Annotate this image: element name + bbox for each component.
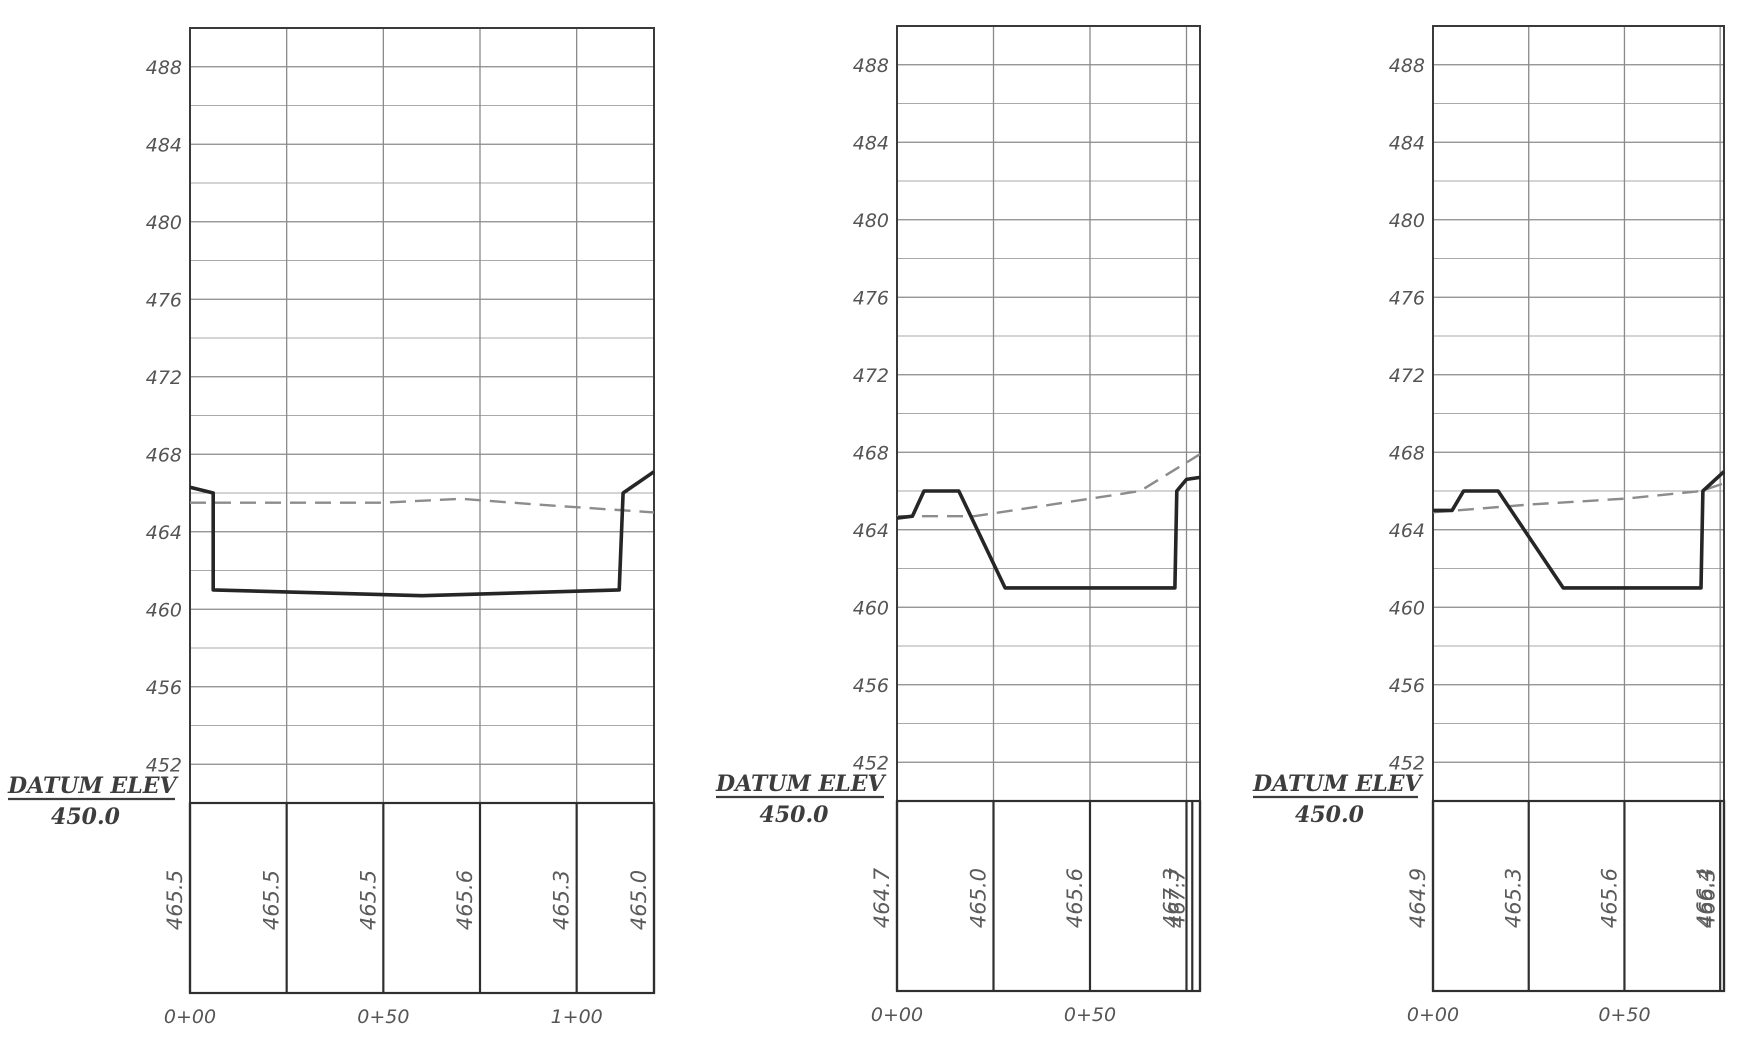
y-tick-label: 472 bbox=[1389, 365, 1425, 387]
band-elevation-label: 465.5 bbox=[260, 870, 284, 930]
design-section-line bbox=[896, 475, 1201, 590]
y-tick-label: 476 bbox=[146, 289, 182, 311]
x-tick-label: 0+50 bbox=[1598, 1004, 1650, 1026]
y-tick-label: 480 bbox=[853, 210, 889, 232]
band-elevation-label: 466.3 bbox=[1695, 868, 1719, 928]
band-elevation-label: 465.6 bbox=[453, 870, 477, 930]
y-tick-label: 464 bbox=[1389, 520, 1425, 542]
datum-label: DATUM ELEV bbox=[715, 771, 887, 797]
y-tick-label: 476 bbox=[853, 287, 889, 309]
design-section-line bbox=[1433, 470, 1726, 590]
y-tick-label: 452 bbox=[146, 754, 182, 776]
y-tick-label: 488 bbox=[1389, 55, 1425, 77]
band-elevation-label: 464.9 bbox=[1406, 868, 1430, 928]
band-elevation-label: 465.0 bbox=[966, 868, 990, 928]
y-tick-label: 468 bbox=[1389, 442, 1425, 464]
y-tick-label: 460 bbox=[853, 597, 889, 619]
x-tick-label: 1+00 bbox=[551, 1006, 603, 1028]
band-elevation-label: 465.0 bbox=[627, 870, 651, 930]
y-tick-label: 480 bbox=[1389, 210, 1425, 232]
band-elevation-label: 465.3 bbox=[1502, 868, 1526, 928]
datum-label: DATUM ELEV bbox=[7, 773, 179, 799]
y-tick-label: 476 bbox=[1389, 287, 1425, 309]
y-tick-label: 464 bbox=[853, 520, 889, 542]
y-tick-label: 484 bbox=[1389, 132, 1425, 154]
band-elevation-label: 465.3 bbox=[550, 870, 574, 930]
y-tick-label: 452 bbox=[1389, 752, 1425, 774]
band-elevation-label: 465.6 bbox=[1597, 868, 1621, 928]
elevation-band-frame bbox=[1431, 799, 1726, 993]
y-tick-label: 472 bbox=[146, 367, 182, 389]
y-tick-label: 472 bbox=[853, 365, 889, 387]
band-elevation-label: 466.4 bbox=[1693, 868, 1717, 928]
x-tick-label: 0+00 bbox=[164, 1006, 216, 1028]
y-tick-label: 460 bbox=[146, 599, 182, 621]
y-tick-label: 452 bbox=[853, 752, 889, 774]
x-tick-label: 0+50 bbox=[1064, 1004, 1116, 1026]
datum-label: DATUM ELEV bbox=[1252, 771, 1424, 797]
y-tick-label: 464 bbox=[146, 522, 182, 544]
y-tick-label: 484 bbox=[146, 134, 182, 156]
band-elevation-label: 467.3 bbox=[1159, 868, 1183, 928]
cross-section-panel-3: 452 456 460 464 468 472 476 480 484 488 464.9 465.3… bbox=[1252, 25, 1726, 1026]
y-tick-label: 456 bbox=[1389, 675, 1425, 697]
y-tick-label: 468 bbox=[853, 442, 889, 464]
band-elevation-label: 464.7 bbox=[870, 867, 894, 928]
band-elevation-label: 465.6 bbox=[1063, 868, 1087, 928]
elevation-band-frame bbox=[895, 799, 1202, 993]
y-tick-label: 456 bbox=[853, 675, 889, 697]
design-section-line bbox=[189, 470, 656, 598]
y-tick-label: 460 bbox=[1389, 597, 1425, 619]
existing-ground-line bbox=[897, 453, 1201, 518]
elevation-band: 465.5 465.5 465.5 465.6 465.3 465.0 bbox=[163, 801, 656, 995]
band-elevation-label: 465.5 bbox=[163, 870, 187, 930]
x-tick-label: 0+00 bbox=[1407, 1004, 1459, 1026]
datum-value: 450.0 bbox=[760, 802, 830, 828]
datum-value: 450.0 bbox=[51, 804, 121, 830]
datum-value: 450.0 bbox=[1295, 802, 1365, 828]
y-tick-label: 484 bbox=[853, 132, 889, 154]
y-tick-label: 468 bbox=[146, 444, 182, 466]
y-tick-label: 488 bbox=[146, 57, 182, 79]
existing-ground-line bbox=[1432, 482, 1725, 514]
y-tick-label: 488 bbox=[853, 55, 889, 77]
y-tick-label: 480 bbox=[146, 212, 182, 234]
x-tick-label: 0+50 bbox=[357, 1006, 409, 1028]
y-tick-label: 456 bbox=[146, 677, 182, 699]
existing-ground-line bbox=[190, 497, 655, 514]
cross-section-panel-2: 452 456 460 464 468 472 476 480 484 488 464.7 465.0… bbox=[715, 25, 1202, 1026]
band-elevation-label: 465.5 bbox=[356, 870, 380, 930]
band-elevation-label: 467.7 bbox=[1165, 867, 1189, 928]
x-tick-label: 0+00 bbox=[871, 1004, 923, 1026]
